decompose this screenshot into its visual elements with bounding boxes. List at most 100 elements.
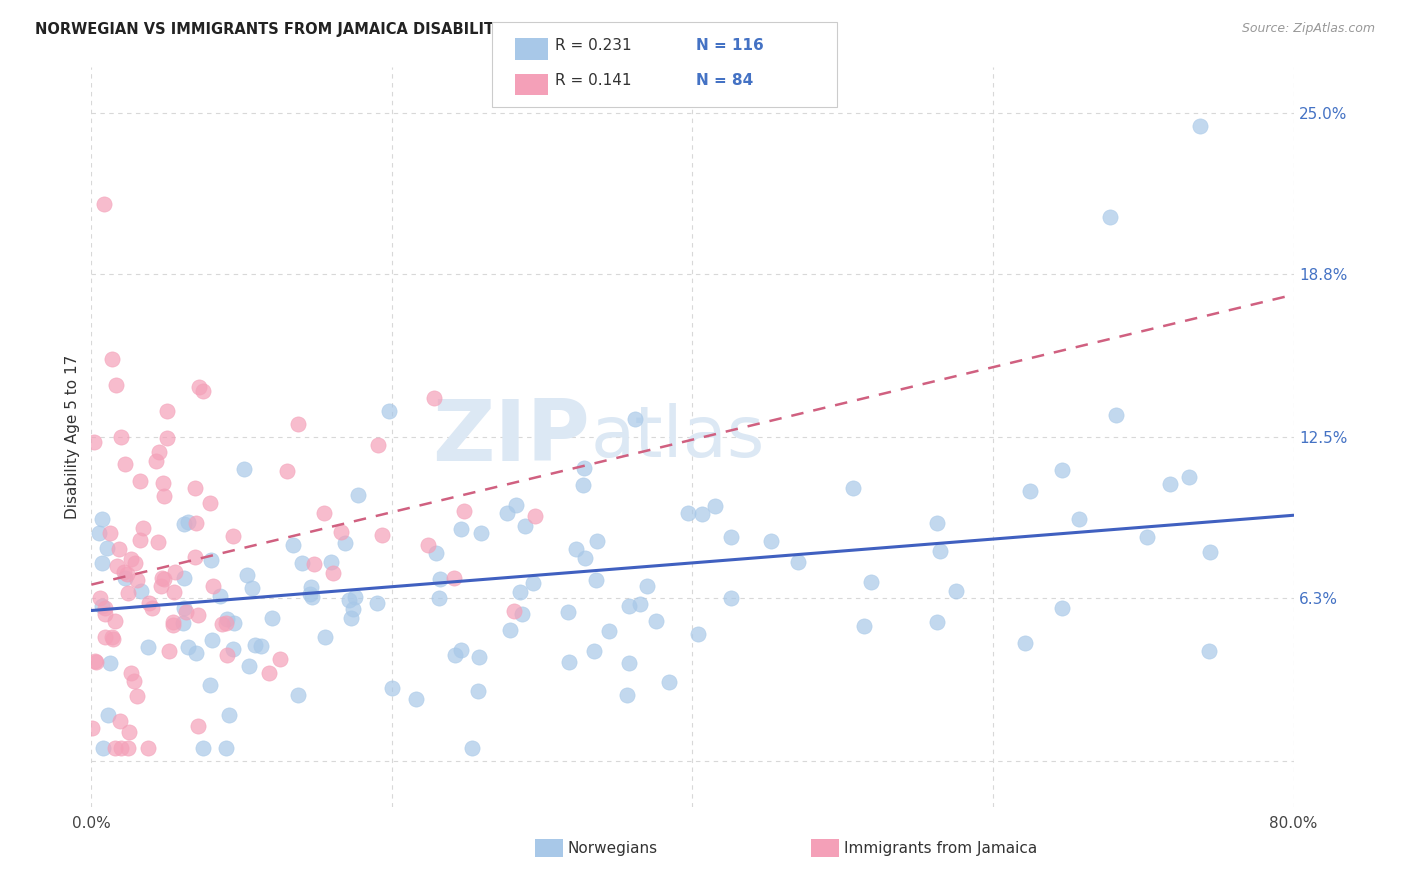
Point xyxy=(427,591,450,605)
Point xyxy=(173,601,195,615)
Point xyxy=(198,495,221,509)
Point xyxy=(343,590,366,604)
Point xyxy=(162,615,184,629)
Point xyxy=(425,546,447,560)
Point xyxy=(574,551,596,566)
Point xyxy=(183,550,205,565)
Point xyxy=(299,580,322,594)
Point xyxy=(91,599,114,613)
Point xyxy=(586,534,609,549)
Text: N = 84: N = 84 xyxy=(696,73,754,88)
Text: atlas: atlas xyxy=(591,402,765,472)
Point xyxy=(224,615,246,630)
Point xyxy=(250,639,273,653)
Point xyxy=(91,557,114,571)
Point xyxy=(1052,463,1074,477)
Point xyxy=(367,438,389,452)
Point xyxy=(118,725,141,739)
Point xyxy=(510,607,533,621)
Point xyxy=(513,518,536,533)
Point xyxy=(617,656,640,670)
Point xyxy=(148,444,170,458)
Point xyxy=(110,740,132,755)
Point xyxy=(91,740,114,755)
Point xyxy=(572,461,595,475)
Point xyxy=(572,478,595,492)
Point xyxy=(115,566,138,581)
Text: R = 0.141: R = 0.141 xyxy=(555,73,631,88)
Point xyxy=(499,623,522,637)
Point xyxy=(470,525,492,540)
Point xyxy=(184,516,207,530)
Point xyxy=(174,605,197,619)
Point xyxy=(89,591,111,606)
Point xyxy=(690,508,713,522)
Point xyxy=(193,384,215,399)
Point xyxy=(104,614,127,628)
Point xyxy=(276,464,298,478)
Point xyxy=(150,579,173,593)
Point xyxy=(927,516,949,530)
Point xyxy=(120,551,142,566)
Point xyxy=(429,572,451,586)
Point xyxy=(1198,644,1220,658)
Point xyxy=(221,529,243,543)
Point xyxy=(503,604,526,618)
Point xyxy=(443,571,465,585)
Point xyxy=(172,616,194,631)
Point xyxy=(450,522,472,536)
Point xyxy=(283,539,305,553)
Point xyxy=(381,681,404,695)
Point xyxy=(86,655,108,669)
Point xyxy=(187,607,209,622)
Point xyxy=(184,481,207,495)
Point xyxy=(1159,477,1181,491)
Point xyxy=(127,689,149,703)
Point xyxy=(468,649,491,664)
Point xyxy=(337,593,360,607)
Point xyxy=(688,627,710,641)
Point xyxy=(565,541,588,556)
Point xyxy=(114,458,136,472)
Point xyxy=(108,542,131,557)
Point xyxy=(523,508,546,523)
Point xyxy=(141,601,163,615)
Point xyxy=(1098,210,1121,224)
Point xyxy=(98,656,121,670)
Point xyxy=(240,582,263,596)
Point xyxy=(177,640,200,654)
Point xyxy=(93,197,115,211)
Point xyxy=(101,632,124,646)
Point xyxy=(138,640,160,655)
Point xyxy=(91,512,114,526)
Point xyxy=(124,556,146,570)
Point xyxy=(301,591,323,605)
Point xyxy=(582,644,605,658)
Point xyxy=(156,431,179,445)
Point xyxy=(416,538,439,552)
Point xyxy=(720,530,742,544)
Point xyxy=(269,651,291,665)
Point xyxy=(423,392,446,406)
Point xyxy=(198,678,221,692)
Point xyxy=(117,740,139,755)
Point xyxy=(853,619,876,633)
Text: R = 0.231: R = 0.231 xyxy=(555,37,631,53)
Point xyxy=(114,571,136,585)
Point xyxy=(173,571,195,585)
Point xyxy=(444,648,467,663)
Point xyxy=(129,584,152,599)
Point xyxy=(222,642,245,657)
Point xyxy=(200,552,222,566)
Point xyxy=(346,488,368,502)
Point xyxy=(505,498,527,512)
Point xyxy=(1050,600,1073,615)
Point xyxy=(787,555,810,569)
Point xyxy=(211,616,233,631)
Point xyxy=(152,489,174,503)
Point xyxy=(759,533,782,548)
Point xyxy=(450,643,472,657)
Point xyxy=(128,533,150,548)
Point xyxy=(94,630,117,644)
Point xyxy=(122,673,145,688)
